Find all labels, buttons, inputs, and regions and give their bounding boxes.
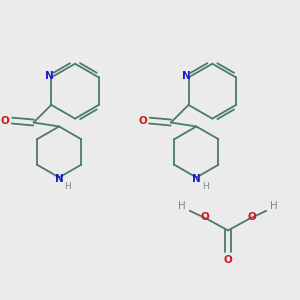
Text: H: H [202, 182, 208, 191]
Text: N: N [182, 71, 191, 82]
Text: H: H [64, 182, 71, 191]
Text: N: N [192, 174, 201, 184]
Text: N: N [45, 71, 54, 82]
Text: O: O [200, 212, 209, 222]
Text: O: O [138, 116, 147, 126]
Text: O: O [224, 255, 232, 265]
Text: H: H [178, 201, 186, 211]
Text: N: N [55, 174, 64, 184]
Text: O: O [1, 116, 10, 126]
Text: O: O [247, 212, 256, 222]
Text: H: H [270, 201, 278, 211]
